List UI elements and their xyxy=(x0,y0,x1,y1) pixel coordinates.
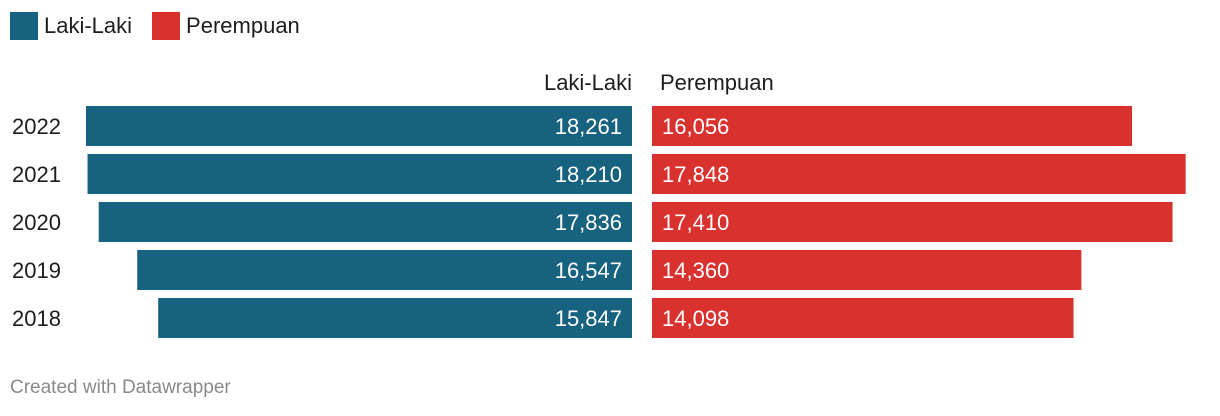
legend-item-laki-laki[interactable]: Laki-Laki xyxy=(10,12,132,40)
value-label-laki-laki-2020: 17,836 xyxy=(555,210,622,235)
bar-perempuan-2020[interactable] xyxy=(652,202,1173,242)
value-label-laki-laki-2021: 18,210 xyxy=(555,162,622,187)
bar-perempuan-2019[interactable] xyxy=(652,250,1082,290)
bar-perempuan-2022[interactable] xyxy=(652,106,1133,146)
bar-laki-laki-2020[interactable] xyxy=(98,202,632,242)
legend-swatch-laki-laki xyxy=(10,12,38,40)
value-label-perempuan-2018: 14,098 xyxy=(662,306,729,331)
column-header-laki-laki: Laki-Laki xyxy=(544,70,632,95)
legend-label-perempuan: Perempuan xyxy=(186,13,300,38)
bar-laki-laki-2021[interactable] xyxy=(87,154,632,194)
value-label-perempuan-2021: 17,848 xyxy=(662,162,729,187)
value-label-perempuan-2022: 16,056 xyxy=(662,114,729,139)
credit-text: Created with Datawrapper xyxy=(10,377,231,398)
value-label-laki-laki-2018: 15,847 xyxy=(555,306,622,331)
butterfly-bar-chart: Laki-Laki Perempuan 2022 18,261 16,056 2021… xyxy=(12,70,1186,338)
value-label-perempuan-2019: 14,360 xyxy=(662,258,729,283)
year-label-2019: 2019 xyxy=(12,258,61,283)
bar-laki-laki-2022[interactable] xyxy=(85,106,633,146)
column-header-perempuan: Perempuan xyxy=(660,70,774,95)
value-label-perempuan-2020: 17,410 xyxy=(662,210,729,235)
year-label-2018: 2018 xyxy=(12,306,61,331)
legend-label-laki-laki: Laki-Laki xyxy=(44,13,133,38)
bar-perempuan-2018[interactable] xyxy=(652,298,1074,338)
value-label-laki-laki-2019: 16,547 xyxy=(555,258,622,283)
legend: Laki-Laki Perempuan xyxy=(10,12,300,40)
legend-item-perempuan[interactable]: Perempuan xyxy=(152,12,300,40)
year-label-2020: 2020 xyxy=(12,210,61,235)
value-label-laki-laki-2022: 18,261 xyxy=(555,114,622,139)
year-label-2021: 2021 xyxy=(12,162,61,187)
bar-perempuan-2021[interactable] xyxy=(652,154,1186,194)
bar-laki-laki-2019[interactable] xyxy=(137,250,633,290)
bar-laki-laki-2018[interactable] xyxy=(158,298,633,338)
chart-rows: 2022 18,261 16,056 2021 18,210 17,848 2020 17,8… xyxy=(12,106,1186,338)
year-label-2022: 2022 xyxy=(12,114,61,139)
legend-swatch-perempuan xyxy=(152,12,181,40)
